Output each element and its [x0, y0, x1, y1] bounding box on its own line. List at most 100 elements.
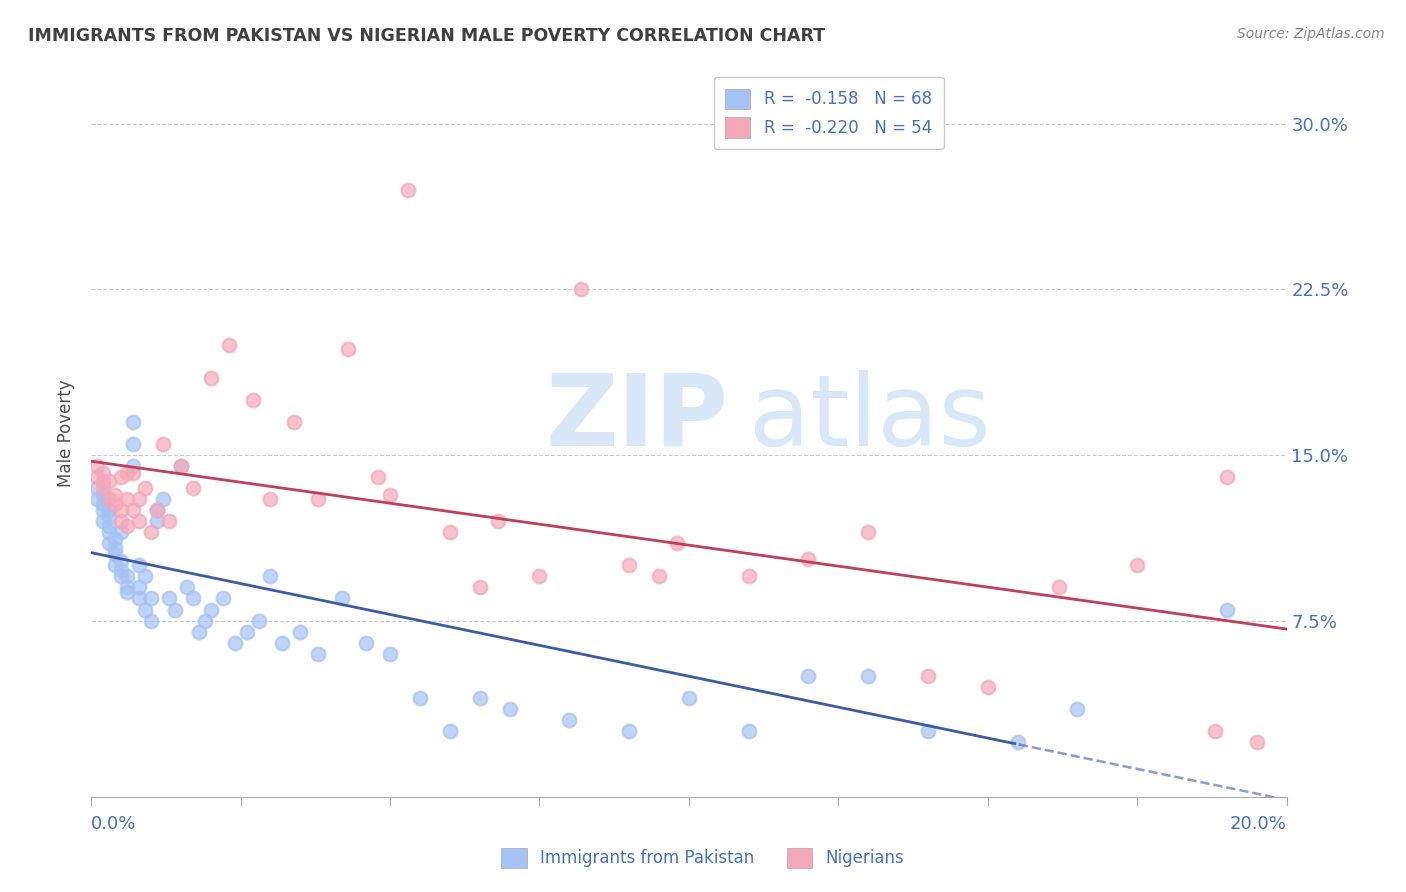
Point [354, 635, 377, 649]
Point [1216, 470, 1239, 484]
Point [146, 514, 169, 528]
Point [1126, 558, 1149, 573]
Point [194, 614, 217, 628]
Point [163, 602, 186, 616]
Point [737, 569, 759, 583]
Point [1246, 735, 1268, 749]
Point [187, 624, 209, 639]
Point [91, 503, 114, 517]
Point [181, 481, 204, 495]
Point [468, 690, 491, 705]
Point [91, 466, 114, 480]
Text: 20.0%: 20.0% [1230, 815, 1286, 833]
Point [917, 723, 939, 738]
Point [110, 503, 132, 517]
Point [146, 503, 169, 517]
Point [157, 591, 180, 606]
Point [211, 591, 233, 606]
Point [98, 536, 121, 550]
Point [104, 547, 127, 561]
Point [104, 558, 127, 573]
Point [271, 635, 294, 649]
Point [409, 690, 432, 705]
Point [157, 514, 180, 528]
Point [139, 614, 162, 628]
Point [110, 514, 132, 528]
Point [1049, 581, 1071, 595]
Point [917, 669, 939, 683]
Point [115, 492, 138, 507]
Point [115, 466, 138, 480]
Point [146, 503, 169, 517]
Point [617, 558, 640, 573]
Point [122, 503, 145, 517]
Point [115, 569, 138, 583]
Point [856, 669, 879, 683]
Point [737, 723, 759, 738]
Point [104, 541, 127, 555]
Point [98, 503, 121, 517]
Point [529, 569, 551, 583]
Point [91, 514, 114, 528]
Point [86, 492, 108, 507]
Point [122, 458, 145, 473]
Point [200, 370, 222, 384]
Point [856, 525, 879, 540]
Text: Source: ZipAtlas.com: Source: ZipAtlas.com [1237, 27, 1385, 41]
Point [104, 497, 127, 511]
Point [176, 581, 198, 595]
Point [498, 702, 520, 716]
Point [648, 569, 671, 583]
Point [128, 514, 150, 528]
Point [259, 569, 281, 583]
Point [152, 492, 174, 507]
Point [110, 563, 132, 577]
Text: IMMIGRANTS FROM PAKISTAN VS NIGERIAN MALE POVERTY CORRELATION CHART: IMMIGRANTS FROM PAKISTAN VS NIGERIAN MAL… [28, 27, 825, 45]
Text: 0.0%: 0.0% [91, 815, 136, 833]
Point [122, 466, 145, 480]
Point [170, 458, 193, 473]
Point [115, 518, 138, 533]
Point [110, 470, 132, 484]
Point [247, 614, 270, 628]
Point [337, 342, 360, 356]
Text: atlas: atlas [748, 370, 990, 467]
Point [439, 525, 461, 540]
Point [378, 488, 401, 502]
Point [569, 282, 592, 296]
Point [200, 602, 222, 616]
Point [396, 183, 419, 197]
Point [134, 481, 156, 495]
Point [307, 492, 329, 507]
Point [558, 713, 581, 727]
Point [98, 518, 121, 533]
Point [128, 581, 150, 595]
Point [486, 514, 509, 528]
Point [224, 635, 246, 649]
Point [98, 509, 121, 524]
Point [439, 723, 461, 738]
Point [367, 470, 389, 484]
Point [134, 602, 156, 616]
Point [134, 569, 156, 583]
Y-axis label: Male Poverty: Male Poverty [58, 379, 75, 487]
Point [330, 591, 353, 606]
Point [86, 481, 108, 495]
Text: ZIP: ZIP [546, 370, 728, 467]
Point [1066, 702, 1088, 716]
Point [104, 532, 127, 546]
Point [181, 591, 204, 606]
Point [139, 591, 162, 606]
Point [259, 492, 281, 507]
Point [98, 475, 121, 489]
Point [678, 690, 700, 705]
Point [91, 481, 114, 495]
Point [170, 458, 193, 473]
Point [86, 470, 108, 484]
Point [283, 415, 305, 429]
Point [110, 569, 132, 583]
Point [122, 415, 145, 429]
Point [1204, 723, 1226, 738]
Point [797, 551, 820, 566]
Point [617, 723, 640, 738]
